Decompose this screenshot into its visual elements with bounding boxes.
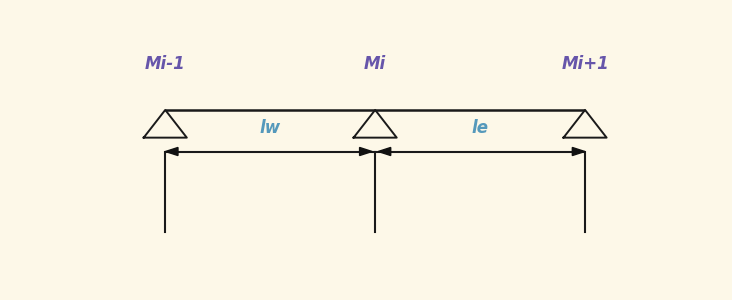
Text: Mi: Mi — [364, 55, 386, 73]
FancyArrow shape — [165, 148, 178, 155]
Text: Mi+1: Mi+1 — [561, 55, 609, 73]
Text: le: le — [471, 119, 488, 137]
FancyArrow shape — [359, 148, 372, 155]
FancyArrow shape — [572, 148, 585, 155]
Text: Mi-1: Mi-1 — [145, 55, 186, 73]
Text: lw: lw — [260, 119, 281, 137]
FancyArrow shape — [378, 148, 391, 155]
